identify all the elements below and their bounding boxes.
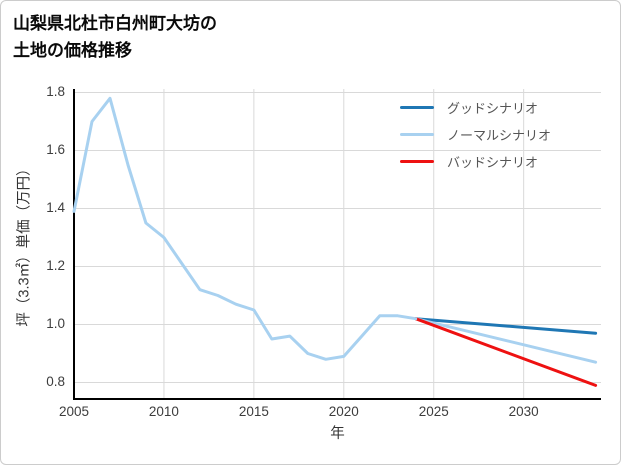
- x-tick-label: 2010: [148, 404, 179, 419]
- chart-title-line1: 山梨県北杜市白州町大坊の: [13, 14, 217, 33]
- chart-title: 山梨県北杜市白州町大坊の 土地の価格推移: [13, 10, 217, 64]
- scenario-line-0: [414, 317, 598, 335]
- y-tick-label: 1.2: [46, 258, 65, 274]
- x-tick-label: 2025: [418, 404, 449, 419]
- y-tick-label: 1.6: [46, 142, 65, 158]
- legend-swatch-bad: [400, 160, 434, 163]
- legend-row-good: グッドシナリオ: [400, 94, 551, 121]
- legend-row-normal: ノーマルシナリオ: [400, 121, 551, 148]
- scenario-line-2: [414, 317, 598, 387]
- y-tick-label: 1.0: [46, 316, 65, 332]
- legend-swatch-normal: [400, 133, 434, 136]
- legend-label-good: グッドシナリオ: [447, 101, 539, 116]
- legend: グッドシナリオ ノーマルシナリオ バッドシナリオ: [400, 94, 551, 175]
- legend-label-normal: ノーマルシナリオ: [447, 128, 552, 143]
- x-tick-label: 2020: [328, 404, 359, 419]
- y-axis-label: 坪（3.3㎡）単価（万円）: [16, 161, 33, 327]
- legend-swatch-good: [400, 106, 434, 109]
- legend-row-bad: バッドシナリオ: [400, 148, 551, 175]
- x-tick-label: 2030: [508, 404, 539, 419]
- x-tick-label: 2005: [58, 404, 90, 419]
- chart-title-line2: 土地の価格推移: [13, 41, 132, 60]
- y-tick-label: 0.8: [46, 374, 65, 390]
- x-axis-label: 年: [330, 426, 345, 442]
- y-tick-label: 1.8: [46, 84, 65, 100]
- history-line: [72, 96, 418, 361]
- x-tick-label: 2015: [238, 404, 269, 419]
- y-tick-label: 1.4: [46, 200, 65, 216]
- legend-label-bad: バッドシナリオ: [447, 155, 539, 170]
- scenario-line-1: [414, 317, 598, 364]
